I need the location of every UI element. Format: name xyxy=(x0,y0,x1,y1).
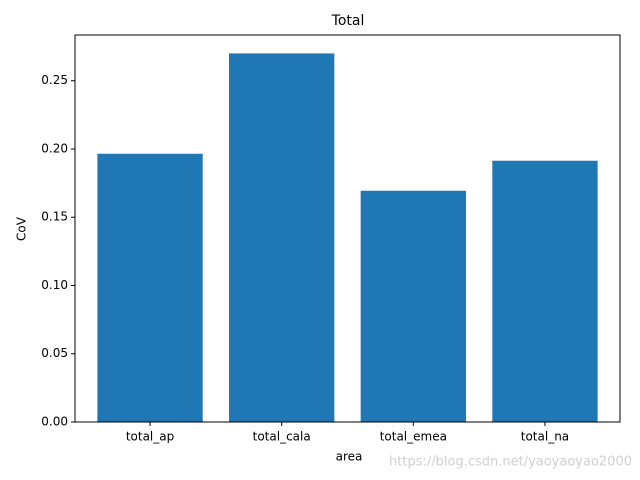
y-tick-label: 0.25 xyxy=(41,73,68,87)
y-tick-label: 0.05 xyxy=(41,346,68,360)
bar xyxy=(360,190,466,422)
x-tick-label: total_emea xyxy=(380,430,447,444)
y-axis-label: CoV xyxy=(15,216,29,241)
y-tick-label: 0.10 xyxy=(41,278,68,292)
x-tick-label: total_cala xyxy=(253,430,311,444)
y-tick-label: 0.15 xyxy=(41,210,68,224)
bar xyxy=(492,160,598,422)
watermark: https://blog.csdn.net/yaoyaoyao2000 xyxy=(389,455,632,470)
bar xyxy=(229,53,335,423)
plot-frame xyxy=(74,34,621,423)
bar xyxy=(97,153,203,422)
x-tick-label: total_na xyxy=(521,430,569,444)
x-axis-label: area xyxy=(336,450,363,464)
x-tick-label: total_ap xyxy=(126,430,174,444)
y-tick-label: 0.00 xyxy=(41,415,68,429)
y-tick-label: 0.20 xyxy=(41,141,68,155)
chart-title: Total xyxy=(331,13,365,29)
